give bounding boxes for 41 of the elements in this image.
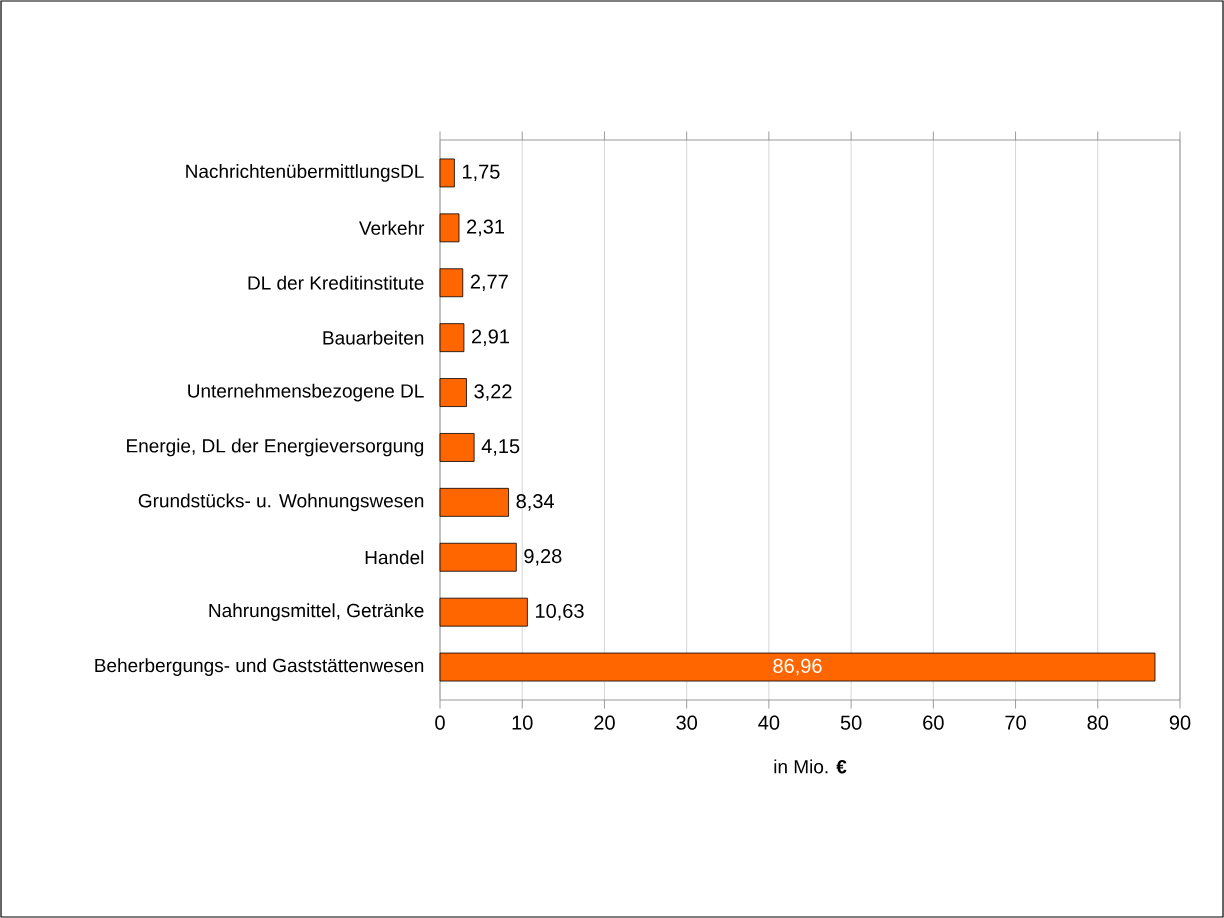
x-tick-label: 60 [923, 715, 944, 730]
y-tick-label: Energie, DL der Energieversorgung [127, 438, 424, 457]
bar [439, 158, 455, 188]
x-tick-label: 40 [758, 715, 780, 730]
y-tick-label: Verkehr [359, 220, 425, 235]
data-label: 3,22 [474, 384, 512, 401]
data-label: 2,77 [470, 274, 508, 292]
y-tick-label: Bauarbeiten [323, 330, 424, 345]
x-tick-label: 80 [1087, 715, 1109, 730]
data-label: 1,75 [463, 164, 500, 182]
data-label: 86,96 [773, 658, 822, 676]
y-tick-label: NachrichtenübermittlungsDL [186, 164, 424, 182]
bar [439, 378, 467, 407]
x-tick-label: 90 [1169, 715, 1191, 730]
bar [439, 213, 460, 243]
x-tick-label: 0 [435, 715, 445, 730]
x-tick-label: 50 [840, 715, 862, 730]
bar [439, 487, 509, 517]
y-tick-label: Grundstücks- u. Wohnungswesen [138, 493, 424, 512]
data-label: 2,91 [472, 329, 509, 346]
y-tick-label: DL der Kreditinstitute [248, 275, 424, 290]
bar [439, 652, 1156, 682]
x-tick-label: 20 [594, 715, 615, 730]
bar [439, 433, 475, 462]
data-label: 9,28 [524, 549, 562, 566]
x-tick-label: 10 [512, 715, 533, 730]
x-tick-label: 30 [676, 715, 698, 730]
y-tick-label: Unternehmensbezogene DL [188, 383, 424, 402]
y-tick-label: Handel [365, 550, 424, 565]
data-label: 8,34 [516, 494, 554, 511]
x-axis-title: in Mio. € [774, 759, 847, 774]
bar [439, 597, 528, 627]
x-tick-label: 70 [1005, 715, 1026, 730]
y-tick-label: Beherbergungs- und Gaststättenwesen [95, 658, 424, 676]
data-label: 10,63 [536, 603, 584, 621]
data-label: 2,31 [467, 219, 505, 237]
bar [439, 542, 517, 572]
data-label: 4,15 [481, 439, 520, 456]
y-tick-label: Nahrungsmittel, Getränke [209, 603, 424, 622]
bar [439, 323, 465, 353]
bar [439, 268, 464, 298]
